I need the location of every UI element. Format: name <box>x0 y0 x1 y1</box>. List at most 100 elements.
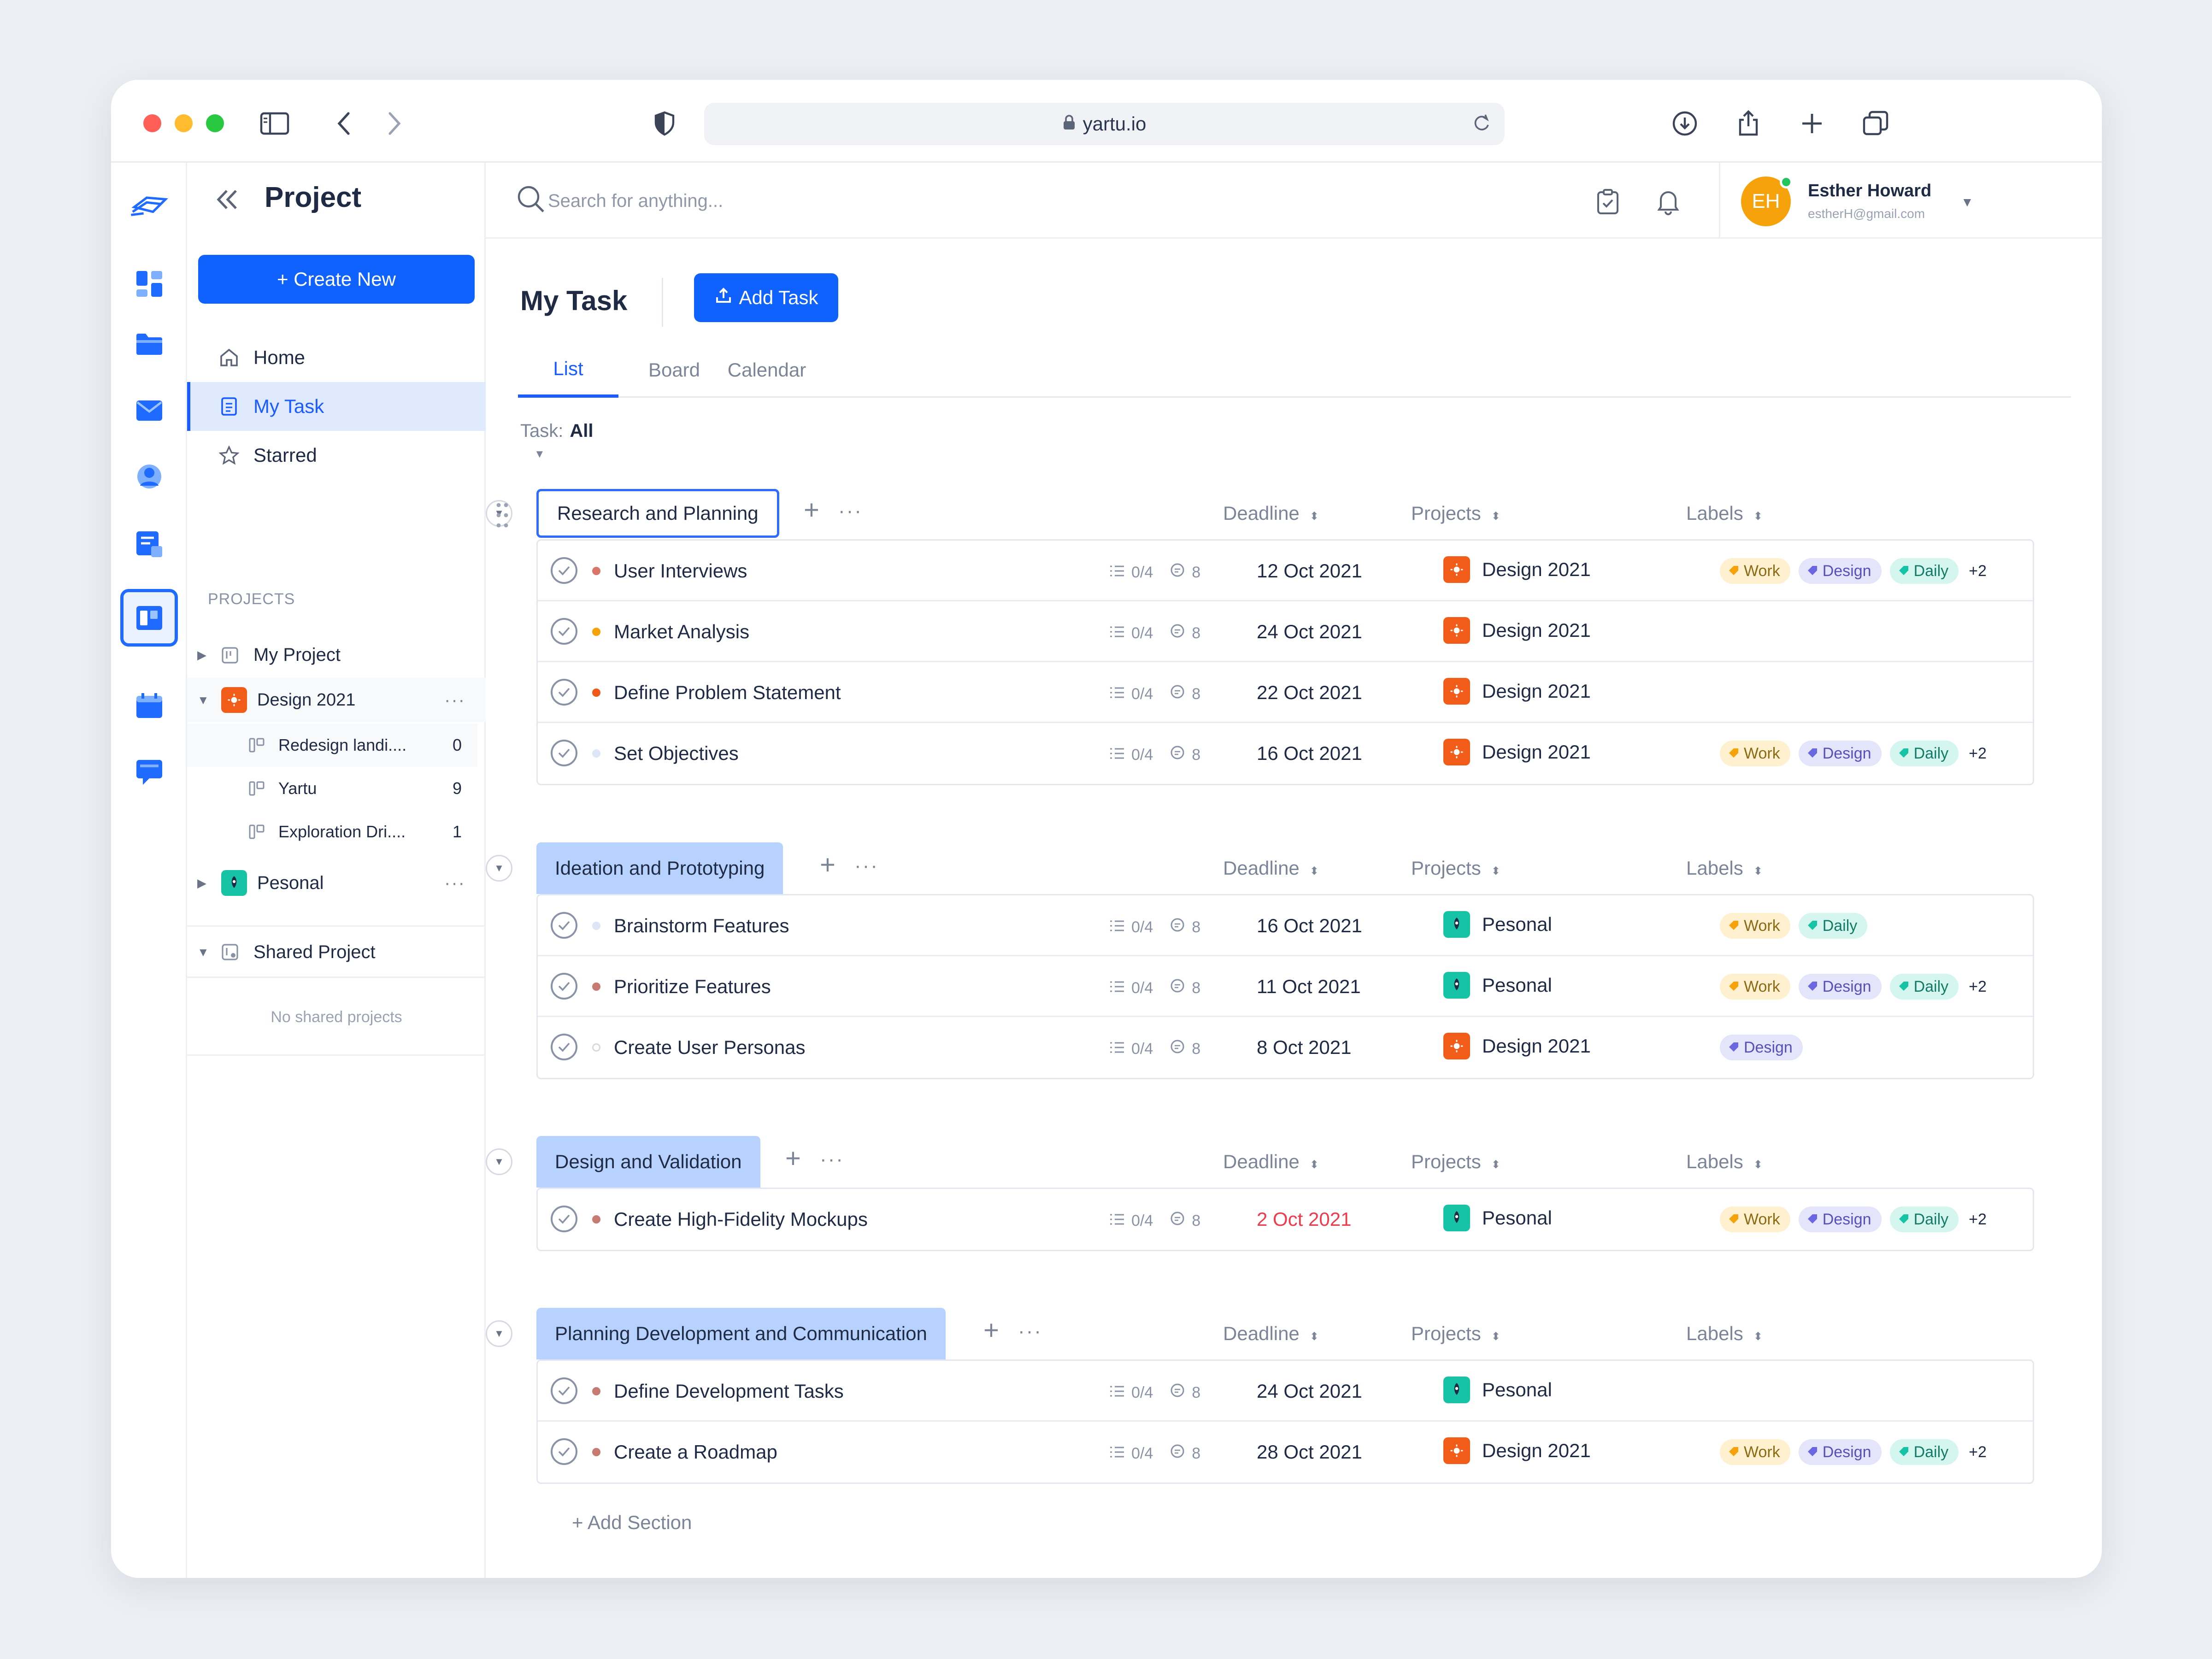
chat-icon[interactable] <box>129 753 169 792</box>
subproject-item[interactable]: Redesign landi.... 0 <box>187 724 477 767</box>
task-project[interactable]: Design 2021 <box>1443 1033 1591 1059</box>
task-name[interactable]: Brainstorm Features <box>614 915 789 936</box>
task-deadline[interactable]: 22 Oct 2021 <box>1257 682 1362 703</box>
table-row[interactable]: Brainstorm Features 0/4 8 16 Oct 2021 Pesona… <box>538 895 2033 956</box>
caret-down-icon[interactable]: ▼ <box>197 693 209 707</box>
label-chip[interactable]: Daily <box>1889 558 1959 584</box>
shared-project-header[interactable]: ▼ Shared Project <box>187 928 486 977</box>
caret-right-icon[interactable]: ▶ <box>197 876 206 890</box>
sort-icon[interactable]: ⬍ <box>1309 1159 1319 1171</box>
new-tab-icon[interactable] <box>1796 107 1828 140</box>
tab-board[interactable]: Board <box>648 359 700 381</box>
task-project[interactable]: Design 2021 <box>1443 617 1591 644</box>
column-header-projects[interactable]: Projects ⬍ <box>1411 1151 1500 1173</box>
task-deadline[interactable]: 16 Oct 2021 <box>1257 915 1362 936</box>
folder-icon[interactable] <box>129 324 169 363</box>
add-task-to-section-icon[interactable]: + <box>804 495 819 525</box>
task-name[interactable]: Create High-Fidelity Mockups <box>614 1208 868 1230</box>
sort-icon[interactable]: ⬍ <box>1309 865 1319 877</box>
dashboard-icon[interactable] <box>129 264 169 303</box>
label-chip[interactable]: Work <box>1720 913 1790 939</box>
complete-task-checkbox[interactable] <box>551 557 577 584</box>
caret-right-icon[interactable]: ▶ <box>197 647 206 662</box>
mail-icon[interactable] <box>129 391 169 430</box>
task-name[interactable]: Set Objectives <box>614 742 739 764</box>
task-deadline[interactable]: 12 Oct 2021 <box>1257 560 1362 582</box>
sort-icon[interactable]: ⬍ <box>1753 1159 1763 1171</box>
complete-task-checkbox[interactable] <box>551 1034 577 1060</box>
column-header-labels[interactable]: Labels ⬍ <box>1686 1323 1763 1345</box>
section-title[interactable]: Planning Development and Communication <box>536 1308 946 1359</box>
create-new-button[interactable]: + Create New <box>198 255 475 304</box>
task-project[interactable]: Pesonal <box>1443 1205 1552 1231</box>
section-collapse-icon[interactable]: ▼ <box>486 855 512 882</box>
more-options-icon[interactable]: ··· <box>444 689 465 710</box>
more-options-icon[interactable]: ··· <box>1018 1320 1042 1342</box>
sidebar-toggle-icon[interactable] <box>259 107 291 140</box>
shield-icon[interactable] <box>648 107 681 140</box>
label-chip[interactable]: Daily <box>1889 1206 1959 1232</box>
add-task-to-section-icon[interactable]: + <box>983 1315 999 1345</box>
project-design-2021[interactable]: ▼ Design 2021 ··· <box>187 678 486 722</box>
nav-starred[interactable]: Starred <box>187 431 486 480</box>
column-header-projects[interactable]: Projects ⬍ <box>1411 502 1500 524</box>
more-labels-count[interactable]: +2 <box>1969 1210 1987 1228</box>
complete-task-checkbox[interactable] <box>551 740 577 766</box>
column-header-deadline[interactable]: Deadline ⬍ <box>1223 1323 1319 1345</box>
table-row[interactable]: Create High-Fidelity Mockups 0/4 8 2 Oct 20… <box>538 1189 2033 1250</box>
complete-task-checkbox[interactable] <box>551 973 577 1000</box>
section-collapse-icon[interactable]: ▼ <box>486 1148 512 1175</box>
task-project[interactable]: Pesonal <box>1443 1377 1552 1403</box>
table-row[interactable]: Define Problem Statement 0/4 8 22 Oct 2021 D… <box>538 662 2033 723</box>
task-project[interactable]: Pesonal <box>1443 972 1552 999</box>
task-deadline[interactable]: 2 Oct 2021 <box>1257 1208 1352 1230</box>
table-row[interactable]: User Interviews 0/4 8 12 Oct 2021 Design 202… <box>538 541 2033 601</box>
label-chip[interactable]: Design <box>1798 558 1882 584</box>
clipboard-check-icon[interactable] <box>1592 186 1624 218</box>
task-name[interactable]: User Interviews <box>614 560 747 582</box>
project-my-project[interactable]: ▶ My Project <box>187 633 486 677</box>
sort-icon[interactable]: ⬍ <box>1309 1330 1319 1343</box>
calendar-icon[interactable] <box>129 686 169 725</box>
task-deadline[interactable]: 28 Oct 2021 <box>1257 1441 1362 1463</box>
column-header-projects[interactable]: Projects ⬍ <box>1411 1323 1500 1345</box>
more-options-icon[interactable]: ··· <box>444 872 465 893</box>
more-labels-count[interactable]: +2 <box>1969 977 1987 995</box>
minimize-window-button[interactable] <box>175 114 193 132</box>
task-project[interactable]: Design 2021 <box>1443 556 1591 583</box>
label-chip[interactable]: Design <box>1798 1439 1882 1465</box>
task-filter[interactable]: Task: All ▼ <box>520 421 593 462</box>
complete-task-checkbox[interactable] <box>551 618 577 645</box>
sort-icon[interactable]: ⬍ <box>1753 1330 1763 1343</box>
task-name[interactable]: Prioritize Features <box>614 976 771 997</box>
complete-task-checkbox[interactable] <box>551 1377 577 1404</box>
more-options-icon[interactable]: ··· <box>838 500 863 522</box>
task-deadline[interactable]: 8 Oct 2021 <box>1257 1036 1352 1058</box>
share-icon[interactable] <box>1732 107 1765 140</box>
sort-icon[interactable]: ⬍ <box>1491 510 1500 523</box>
complete-task-checkbox[interactable] <box>551 1206 577 1232</box>
search-input[interactable] <box>548 185 1239 217</box>
task-name[interactable]: Define Problem Statement <box>614 682 841 703</box>
tab-calendar[interactable]: Calendar <box>727 359 806 381</box>
subproject-item[interactable]: Yartu 9 <box>187 767 477 810</box>
label-chip[interactable]: Work <box>1720 558 1790 584</box>
label-chip[interactable]: Design <box>1720 1035 1803 1060</box>
complete-task-checkbox[interactable] <box>551 1438 577 1465</box>
sort-icon[interactable]: ⬍ <box>1491 1330 1500 1343</box>
nav-home[interactable]: Home <box>187 333 486 382</box>
label-chip[interactable]: Work <box>1720 741 1790 766</box>
task-name[interactable]: Create User Personas <box>614 1036 806 1058</box>
column-header-projects[interactable]: Projects ⬍ <box>1411 857 1500 879</box>
table-row[interactable]: Market Analysis 0/4 8 24 Oct 2021 Design 202… <box>538 601 2033 662</box>
sort-icon[interactable]: ⬍ <box>1753 510 1763 523</box>
column-header-deadline[interactable]: Deadline ⬍ <box>1223 502 1319 524</box>
forward-icon[interactable] <box>378 107 411 140</box>
label-chip[interactable]: Design <box>1798 1206 1882 1232</box>
task-deadline[interactable]: 24 Oct 2021 <box>1257 621 1362 642</box>
label-chip[interactable]: Daily <box>1798 913 1868 939</box>
close-window-button[interactable] <box>143 114 161 132</box>
more-labels-count[interactable]: +2 <box>1969 1443 1987 1461</box>
label-chip[interactable]: Work <box>1720 974 1790 1000</box>
sort-icon[interactable]: ⬍ <box>1491 865 1500 877</box>
